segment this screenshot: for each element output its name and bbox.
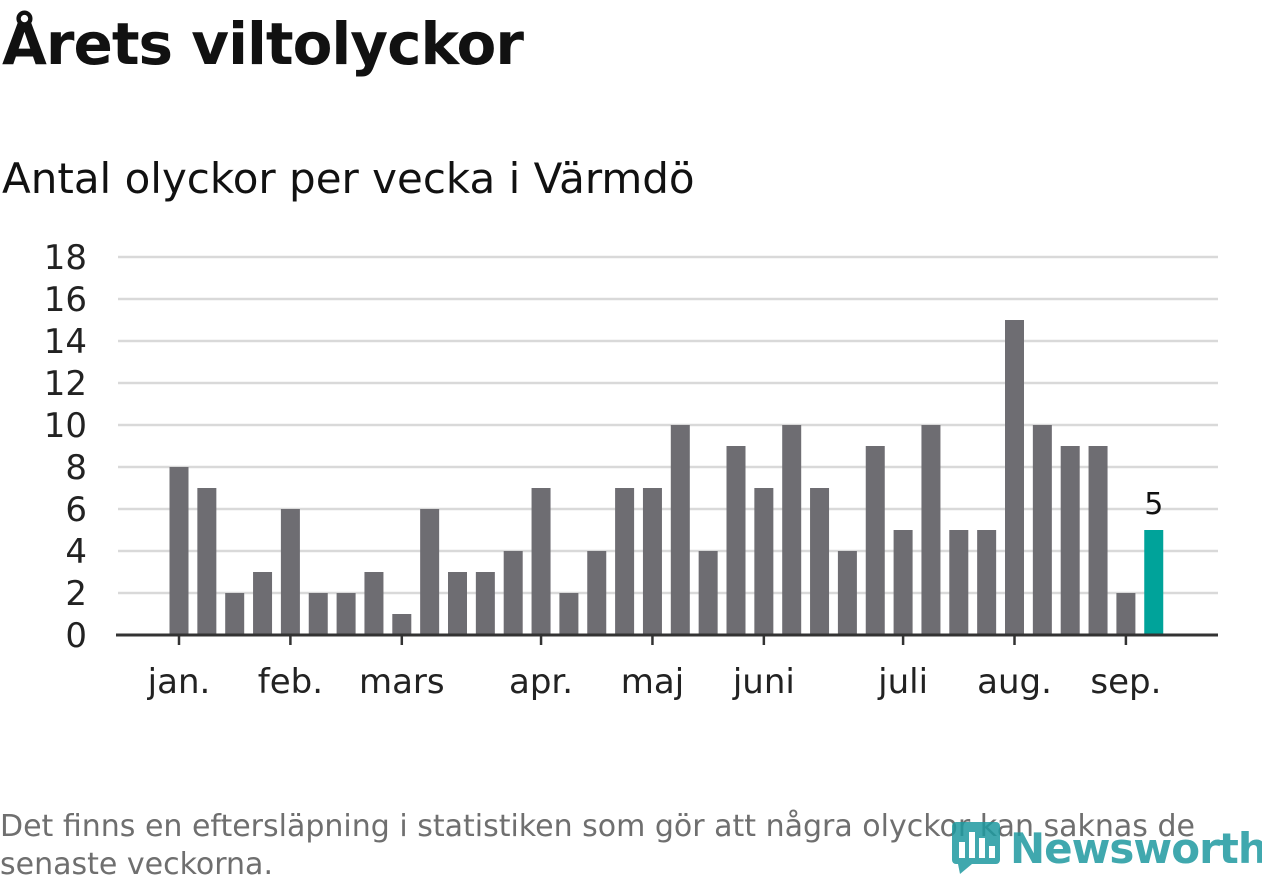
- bar-chart-logo-icon: [952, 822, 1000, 874]
- data-label: 5: [1144, 487, 1163, 522]
- bar: [726, 446, 746, 635]
- newsworthy-logo: Newsworthy: [950, 818, 1262, 878]
- bar: [642, 488, 662, 635]
- x-tick-label: feb.: [258, 662, 323, 702]
- bar: [782, 425, 802, 635]
- bar: [1005, 320, 1024, 635]
- x-tick-label: aug.: [977, 662, 1052, 702]
- bar: [169, 467, 189, 635]
- x-tick-label: juli: [877, 662, 928, 702]
- bar: [364, 572, 384, 635]
- bar: [893, 530, 913, 635]
- bar: [837, 551, 857, 635]
- bar: [865, 446, 885, 635]
- y-tick-label: 6: [65, 490, 87, 530]
- bar: [1116, 593, 1136, 635]
- x-tick-label: juni: [732, 662, 795, 702]
- highlighted-bar: [1144, 530, 1164, 635]
- bar: [1032, 425, 1052, 635]
- logo-text: Newsworthy: [1010, 823, 1262, 873]
- bar: [754, 488, 774, 635]
- bar: [559, 593, 579, 635]
- x-tick-label: jan.: [147, 662, 211, 702]
- bar: [197, 488, 217, 635]
- bar: [225, 593, 245, 635]
- bar: [392, 614, 412, 635]
- bar: [977, 530, 997, 635]
- bar: [587, 551, 607, 635]
- bar: [949, 530, 969, 635]
- bar: [531, 488, 551, 635]
- bar: [503, 551, 523, 635]
- bar: [475, 572, 495, 635]
- bar: [448, 572, 467, 635]
- bar: [280, 509, 300, 635]
- y-tick-label: 0: [65, 616, 87, 656]
- bar: [420, 509, 440, 635]
- bar: [670, 425, 690, 635]
- y-tick-label: 10: [44, 406, 87, 446]
- bar: [308, 593, 328, 635]
- y-tick-label: 2: [65, 574, 87, 614]
- x-tick-label: maj: [621, 662, 684, 702]
- y-tick-label: 12: [44, 364, 87, 404]
- bar: [698, 551, 718, 635]
- bar: [253, 572, 273, 635]
- x-tick-label: apr.: [509, 662, 573, 702]
- x-tick-label: sep.: [1090, 662, 1161, 702]
- bar: [921, 425, 941, 635]
- y-tick-label: 8: [65, 448, 87, 488]
- bar: [810, 488, 830, 635]
- y-tick-label: 4: [65, 532, 87, 572]
- chart-subtitle: Antal olyckor per vecka i Värmdö: [2, 154, 695, 203]
- x-tick-label: mars: [359, 662, 445, 702]
- bar: [1060, 446, 1080, 635]
- y-tick-label: 18: [44, 238, 87, 278]
- y-tick-label: 14: [44, 322, 87, 362]
- bar: [1088, 446, 1108, 635]
- y-tick-label: 16: [44, 280, 87, 320]
- chart-title: Årets viltolyckor: [2, 10, 524, 78]
- bar: [615, 488, 635, 635]
- bar: [336, 593, 356, 635]
